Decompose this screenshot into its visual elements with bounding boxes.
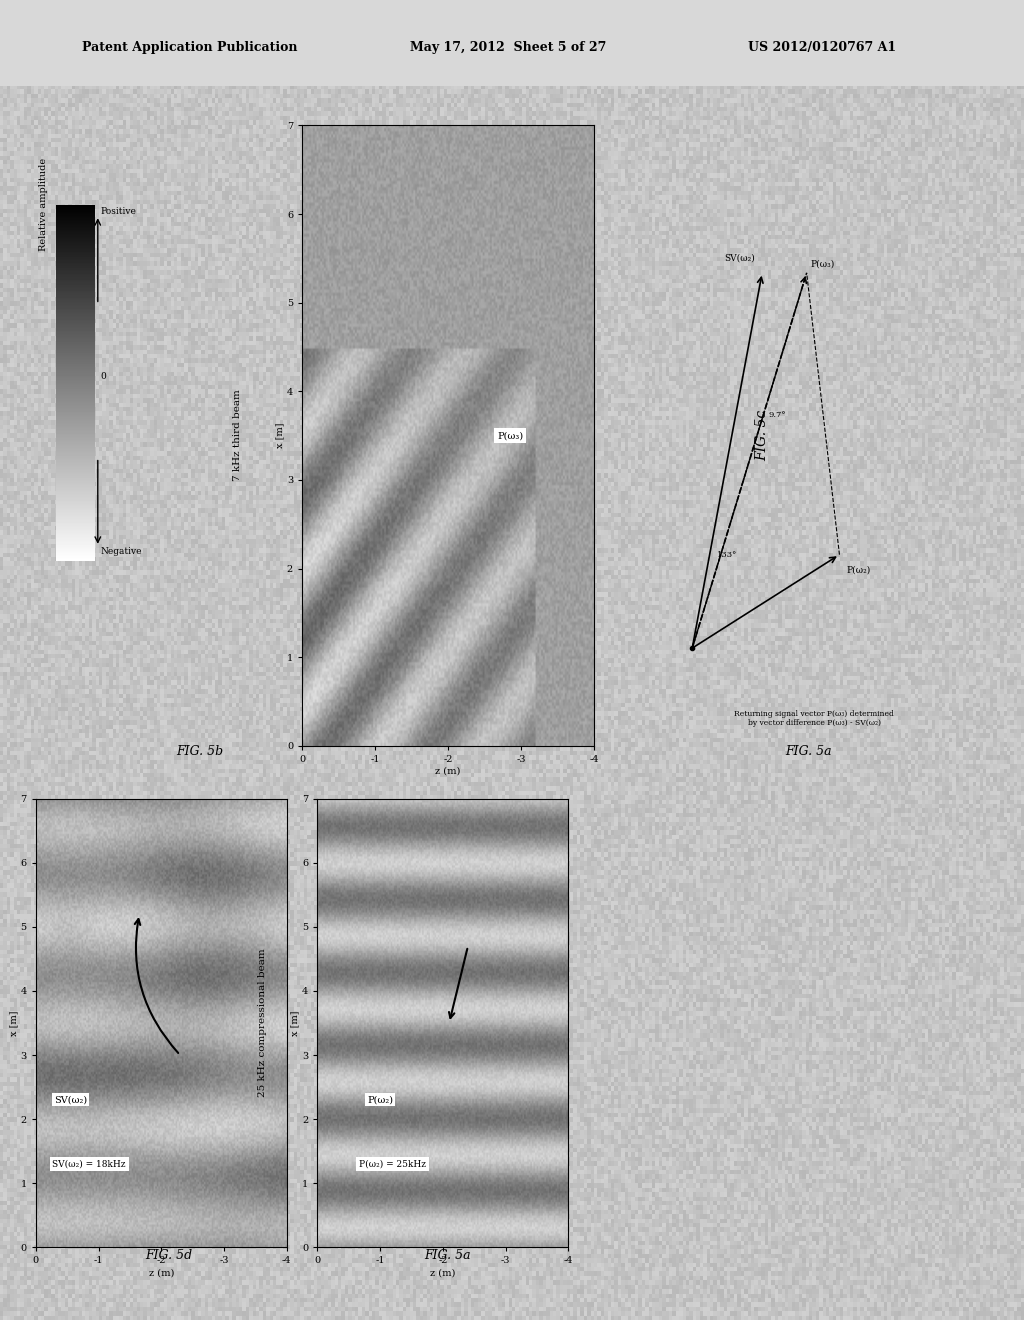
Text: May 17, 2012  Sheet 5 of 27: May 17, 2012 Sheet 5 of 27 bbox=[410, 41, 606, 54]
Text: FIG. 5d: FIG. 5d bbox=[145, 1249, 193, 1262]
Y-axis label: x [m]: x [m] bbox=[9, 1010, 17, 1036]
Text: Relative amplitude: Relative amplitude bbox=[39, 158, 47, 251]
Text: 133°: 133° bbox=[717, 550, 737, 560]
Text: 25 kHz compressional beam: 25 kHz compressional beam bbox=[258, 949, 266, 1097]
Y-axis label: x [m]: x [m] bbox=[275, 422, 284, 449]
X-axis label: z (m): z (m) bbox=[430, 1269, 456, 1278]
Text: 7 kHz third beam: 7 kHz third beam bbox=[233, 389, 243, 482]
X-axis label: z (m): z (m) bbox=[148, 1269, 174, 1278]
Text: 0: 0 bbox=[100, 372, 106, 380]
Text: SV(ω₂): SV(ω₂) bbox=[724, 253, 755, 263]
Text: FIG. 5a: FIG. 5a bbox=[424, 1249, 471, 1262]
Text: P(ω₂) = 25kHz: P(ω₂) = 25kHz bbox=[359, 1159, 426, 1168]
Text: US 2012/0120767 A1: US 2012/0120767 A1 bbox=[748, 41, 896, 54]
Text: Negative: Negative bbox=[100, 548, 142, 556]
Text: P(ω₃): P(ω₃) bbox=[810, 260, 835, 269]
Text: SV(ω₂) = 18kHz: SV(ω₂) = 18kHz bbox=[52, 1159, 126, 1168]
X-axis label: z (m)
: z (m) bbox=[435, 767, 461, 785]
Text: FIG. 5c: FIG. 5c bbox=[755, 411, 769, 461]
Text: Patent Application Publication: Patent Application Publication bbox=[82, 41, 297, 54]
Text: P(ω₂): P(ω₂) bbox=[847, 566, 870, 576]
Text: Positive: Positive bbox=[100, 207, 136, 215]
Text: P(ω₂): P(ω₂) bbox=[368, 1096, 393, 1105]
Y-axis label: x [m]: x [m] bbox=[291, 1010, 299, 1036]
Text: Returning signal vector P(ω₃) determined
by vector difference P(ω₃) - SV(ω₂): Returning signal vector P(ω₃) determined… bbox=[734, 710, 894, 727]
Text: SV(ω₂): SV(ω₂) bbox=[54, 1096, 87, 1105]
Text: 9.7°: 9.7° bbox=[769, 412, 786, 420]
Text: P(ω₃): P(ω₃) bbox=[497, 432, 523, 440]
Text: FIG. 5b: FIG. 5b bbox=[176, 744, 223, 758]
Text: FIG. 5a: FIG. 5a bbox=[785, 744, 833, 758]
